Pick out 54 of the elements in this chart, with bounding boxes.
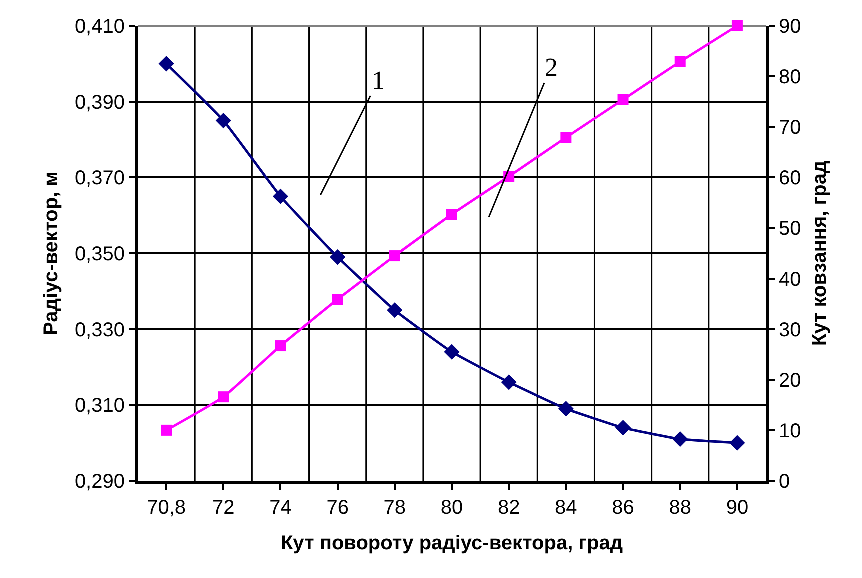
point — [387, 302, 403, 318]
point — [730, 435, 746, 451]
point — [218, 392, 230, 403]
annotation: 2 — [545, 53, 558, 82]
point — [732, 20, 743, 32]
point — [446, 209, 458, 220]
y2-tick-label: 80 — [779, 66, 802, 89]
point — [672, 431, 688, 448]
point — [560, 132, 572, 144]
annotation: 1 — [372, 66, 385, 95]
y2-tick-label: 10 — [779, 420, 802, 442]
point — [558, 401, 574, 417]
y2-tick-label: 0 — [779, 471, 790, 493]
point — [272, 188, 289, 204]
point — [216, 112, 232, 129]
y2-tick-label: 20 — [779, 370, 802, 392]
x-axis-title: Кут повороту радіус-вектора, град — [280, 532, 624, 554]
y-tick-label: 0,370 — [74, 168, 125, 190]
x-tick-label: 80 — [440, 497, 464, 519]
point — [161, 424, 172, 436]
y-tick-label: 0,390 — [74, 92, 125, 114]
point — [501, 374, 517, 390]
x-tick-label: 84 — [555, 497, 578, 519]
y-tick-label: 0,290 — [74, 471, 125, 493]
x-tick-label: 88 — [669, 497, 692, 519]
y2-tick-label: 50 — [779, 218, 802, 240]
point — [332, 294, 344, 306]
point — [275, 340, 286, 352]
x-tick-label: 82 — [498, 497, 520, 519]
x-tick-label: 70,8 — [147, 497, 186, 519]
y-axis-title: Радіус-вектор, м — [40, 172, 62, 336]
y2-tick-label: 70 — [779, 117, 802, 140]
point — [618, 94, 629, 106]
y2-tick-label: 30 — [779, 319, 802, 342]
point — [444, 344, 460, 360]
x-tick-label: 90 — [726, 497, 749, 519]
y2-tick-label: 60 — [779, 168, 802, 190]
point — [674, 56, 686, 68]
x-tick-label: 76 — [326, 497, 349, 519]
y-tick-label: 0,310 — [74, 395, 125, 418]
x-tick-label: 86 — [612, 497, 634, 519]
point — [158, 56, 174, 72]
point — [330, 249, 346, 266]
y2-axis-title: Кут ковзання, град — [808, 160, 831, 346]
y-tick-label: 0,330 — [74, 319, 125, 342]
y-tick-label: 0,410 — [74, 16, 125, 38]
y2-tick-label: 90 — [779, 16, 802, 38]
x-tick-label: 78 — [384, 497, 406, 519]
point — [615, 420, 632, 436]
y-tick-label: 0,350 — [74, 244, 125, 266]
point — [389, 250, 400, 262]
x-tick-label: 72 — [212, 497, 235, 519]
y2-tick-label: 40 — [779, 268, 802, 291]
x-tick-label: 74 — [270, 497, 292, 519]
